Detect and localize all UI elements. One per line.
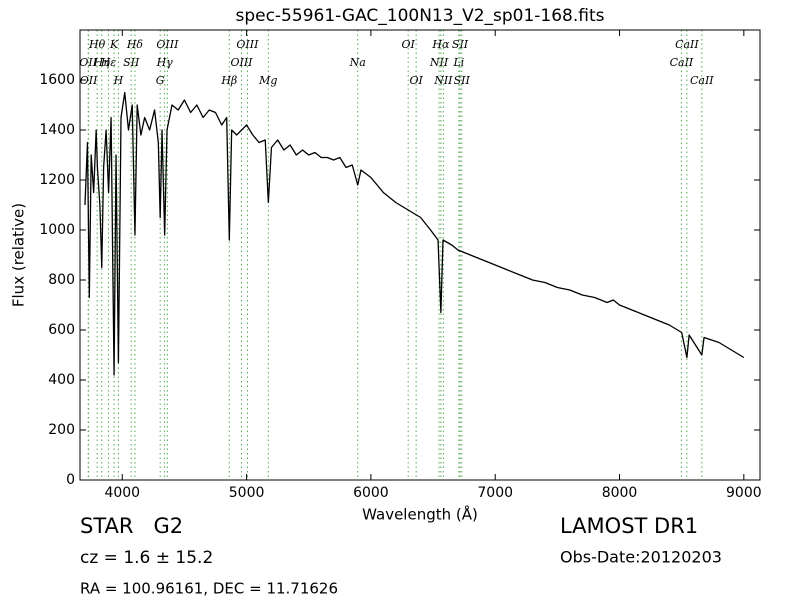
x-tick-label: 9000 <box>726 485 762 501</box>
line-label: Hγ <box>156 56 174 69</box>
line-label: OII <box>80 74 98 87</box>
x-tick-label: 4000 <box>104 485 140 501</box>
line-label: Hδ <box>126 38 144 51</box>
line-label: H <box>113 74 124 87</box>
y-tick-label: 1600 <box>39 72 75 88</box>
spectrum-line <box>84 91 745 376</box>
line-label: K <box>109 38 119 51</box>
line-label: OIII <box>156 38 179 51</box>
line-label: NII <box>433 74 453 87</box>
coordinates: RA = 100.96161, DEC = 11.71626 <box>80 580 338 598</box>
line-label: SII <box>123 56 140 69</box>
y-tick-label: 1200 <box>39 172 75 188</box>
line-label: CaII <box>690 74 714 87</box>
line-label: Hη <box>93 56 111 69</box>
line-label: NII <box>429 56 449 69</box>
x-tick-label: 6000 <box>353 485 389 501</box>
line-label: SII <box>452 38 469 51</box>
y-tick-label: 600 <box>48 322 75 338</box>
line-label: Na <box>349 56 366 69</box>
survey: LAMOST DR1 <box>560 514 698 538</box>
y-tick-label: 1000 <box>39 222 75 238</box>
line-label: Hθ <box>88 38 106 51</box>
y-tick-label: 200 <box>48 422 75 438</box>
y-tick-label: 800 <box>48 272 75 288</box>
line-label: G <box>156 74 165 87</box>
x-tick-label: 5000 <box>229 485 265 501</box>
x-tick-label: 8000 <box>602 485 638 501</box>
line-label: Li <box>452 56 464 69</box>
line-label: OIII <box>236 38 259 51</box>
obs-date: Obs-Date:20120203 <box>560 548 722 567</box>
x-tick-label: 7000 <box>477 485 513 501</box>
line-label: OIII <box>230 56 253 69</box>
line-label: Hε <box>100 56 117 69</box>
y-tick-label: 0 <box>66 472 75 488</box>
redshift: cz = 1.6 ± 15.2 <box>80 548 213 568</box>
line-label: Hα <box>431 38 450 51</box>
x-axis-label: Wavelength (Å) <box>362 505 478 524</box>
line-label: CaII <box>675 38 699 51</box>
line-label: SII <box>454 74 471 87</box>
y-tick-label: 400 <box>48 372 75 388</box>
y-tick-label: 1400 <box>39 122 75 138</box>
line-label: Mg <box>258 74 277 87</box>
line-label: CaII <box>670 56 694 69</box>
line-label: OI <box>402 38 416 51</box>
chart-title: spec-55961-GAC_100N13_V2_sp01-168.fits <box>235 6 604 26</box>
line-label: Hβ <box>220 74 237 87</box>
object-class: STAR G2 <box>80 514 183 538</box>
plot-frame <box>79 29 761 481</box>
line-label: OI <box>409 74 423 87</box>
y-axis-label: Flux (relative) <box>10 203 28 307</box>
